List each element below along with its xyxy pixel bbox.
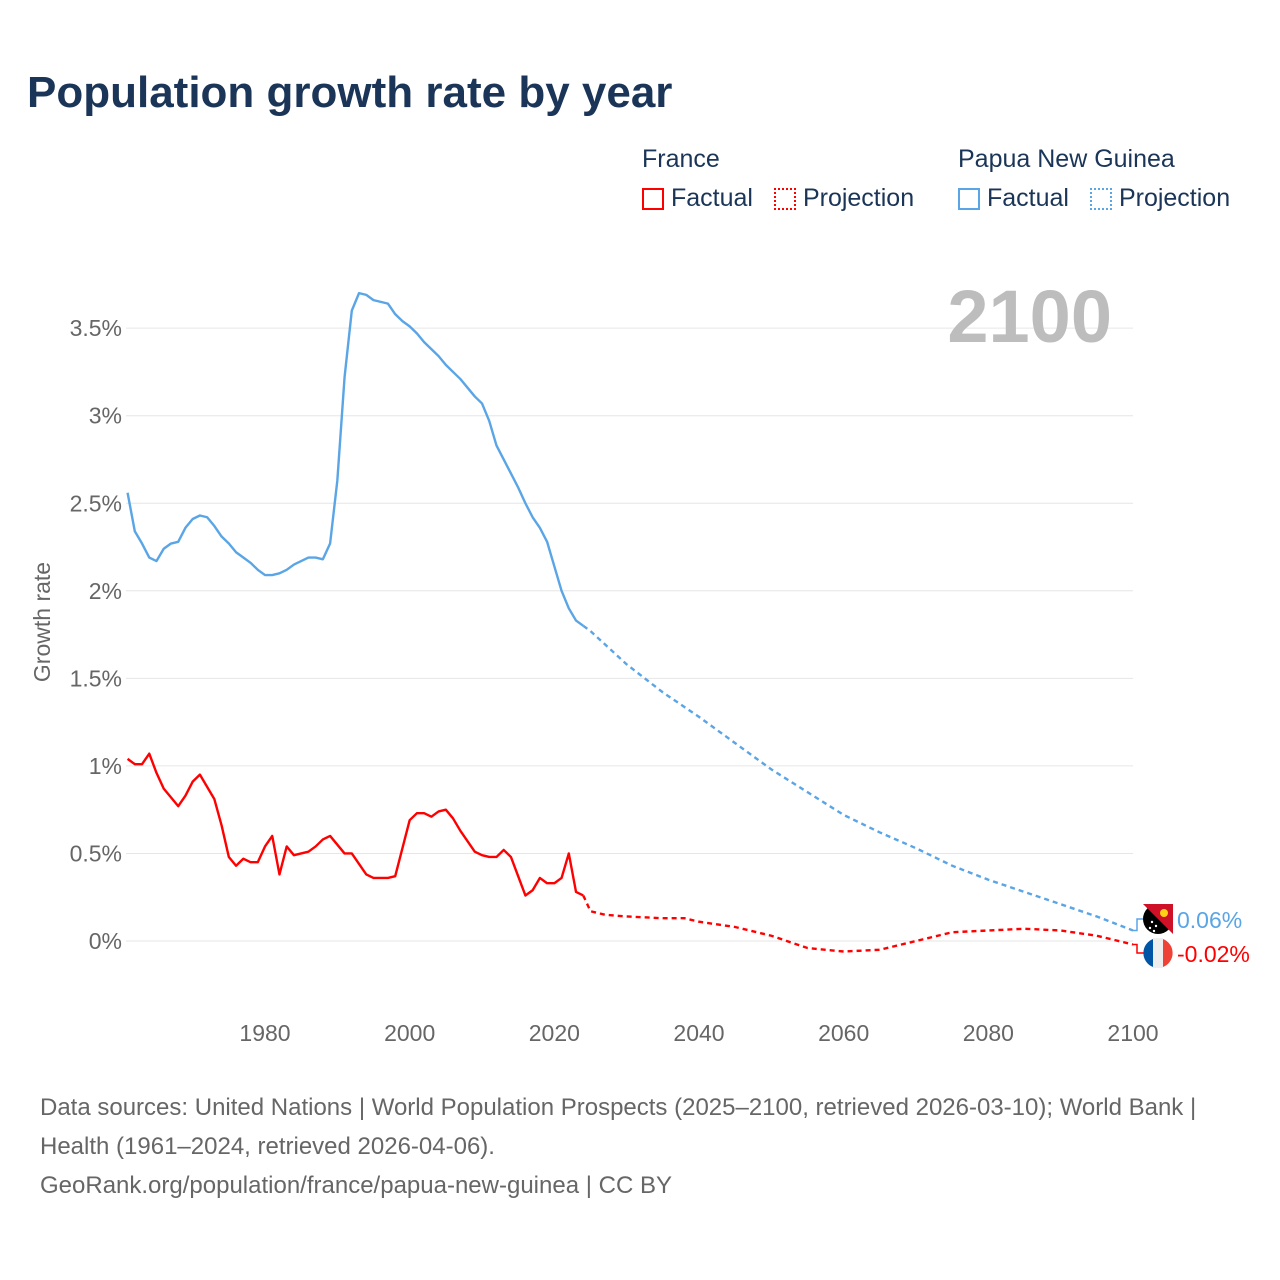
legend-swatch-solid <box>642 187 664 210</box>
legend-item-png-factual[interactable]: Factual <box>958 184 1069 213</box>
flag-bird <box>1160 909 1168 917</box>
y-tick-label: 2.5% <box>70 490 122 516</box>
france-flag-icon <box>1143 938 1173 968</box>
y-tick-label: 1.5% <box>70 665 122 691</box>
connector-line <box>1133 943 1146 954</box>
legend-item-france-projection[interactable]: Projection <box>773 184 915 213</box>
x-tick-label: 2020 <box>529 1020 580 1046</box>
x-tick-label: 1980 <box>239 1020 290 1046</box>
y-tick-label: 0% <box>89 928 122 954</box>
legend-item-png-projection[interactable]: Projection <box>1089 184 1231 213</box>
flag-red <box>1163 939 1173 967</box>
chart-title: Population growth rate by year <box>27 68 673 117</box>
flag-star <box>1150 920 1154 924</box>
end-value-label: -0.02% <box>1177 941 1250 967</box>
footer: Data sources: United Nations | World Pop… <box>40 1088 1240 1205</box>
grid-lines: 0% 0.5% 1% 1.5% 2% 2.5% 3% 3.5% 1980 2000 2020 2040… <box>70 315 1159 1046</box>
end-value-label: 0.06% <box>1177 907 1242 933</box>
line-chart: 0% 0.5% 1% 1.5% 2% 2.5% 3% 3.5% 1980 2000 2020 2040… <box>29 275 1250 1046</box>
legend-label: Projection <box>1118 184 1231 212</box>
flag-blue <box>1143 939 1153 967</box>
y-tick-label: 2% <box>89 578 122 604</box>
series-line-factual-0 <box>126 752 584 897</box>
legend-label: Factual <box>671 184 753 212</box>
y-tick-label: 3% <box>89 403 122 429</box>
source-link[interactable]: GeoRank.org/population/france/papua-new-… <box>40 1172 672 1199</box>
legend-swatch-dotted <box>773 187 796 210</box>
data-sources: Data sources: United Nations | World Pop… <box>40 1094 1197 1160</box>
x-tick-label: 2080 <box>963 1020 1014 1046</box>
y-axis-label: Growth rate <box>29 562 55 682</box>
series-line-projection-1 <box>582 624 1134 932</box>
y-tick-label: 3.5% <box>70 315 122 341</box>
x-tick-label: 2000 <box>384 1020 435 1046</box>
flag-star <box>1152 929 1156 933</box>
series-line-factual-1 <box>126 291 584 627</box>
series-line-projection-0 <box>582 894 1134 953</box>
series-lines <box>126 291 1134 953</box>
x-tick-label: 2060 <box>818 1020 869 1046</box>
legend-france: France Factual Projection <box>642 145 928 217</box>
flag-star <box>1154 924 1158 928</box>
legend-swatch-dotted <box>1089 187 1112 210</box>
year-label: 2100 <box>947 275 1112 358</box>
legend-label: Factual <box>987 184 1069 212</box>
connector-line <box>1133 918 1146 932</box>
legend-png: Papua New Guinea Factual Projection <box>958 145 1244 217</box>
flag-white <box>1153 938 1163 968</box>
y-tick-label: 1% <box>89 753 122 779</box>
x-tick-label: 2100 <box>1107 1020 1158 1046</box>
legend-country-name: Papua New Guinea <box>958 145 1175 173</box>
papua-new-guinea-flag-icon <box>1143 904 1173 934</box>
flag-star <box>1148 926 1152 930</box>
legend-swatch-solid <box>958 187 980 210</box>
y-tick-label: 0.5% <box>70 840 122 866</box>
legend-label: Projection <box>802 184 915 212</box>
end-markers: -0.02% 0.06% <box>1133 904 1250 968</box>
legend-item-france-factual[interactable]: Factual <box>642 184 753 213</box>
x-tick-label: 2040 <box>673 1020 724 1046</box>
legend-country-name: France <box>642 145 720 173</box>
